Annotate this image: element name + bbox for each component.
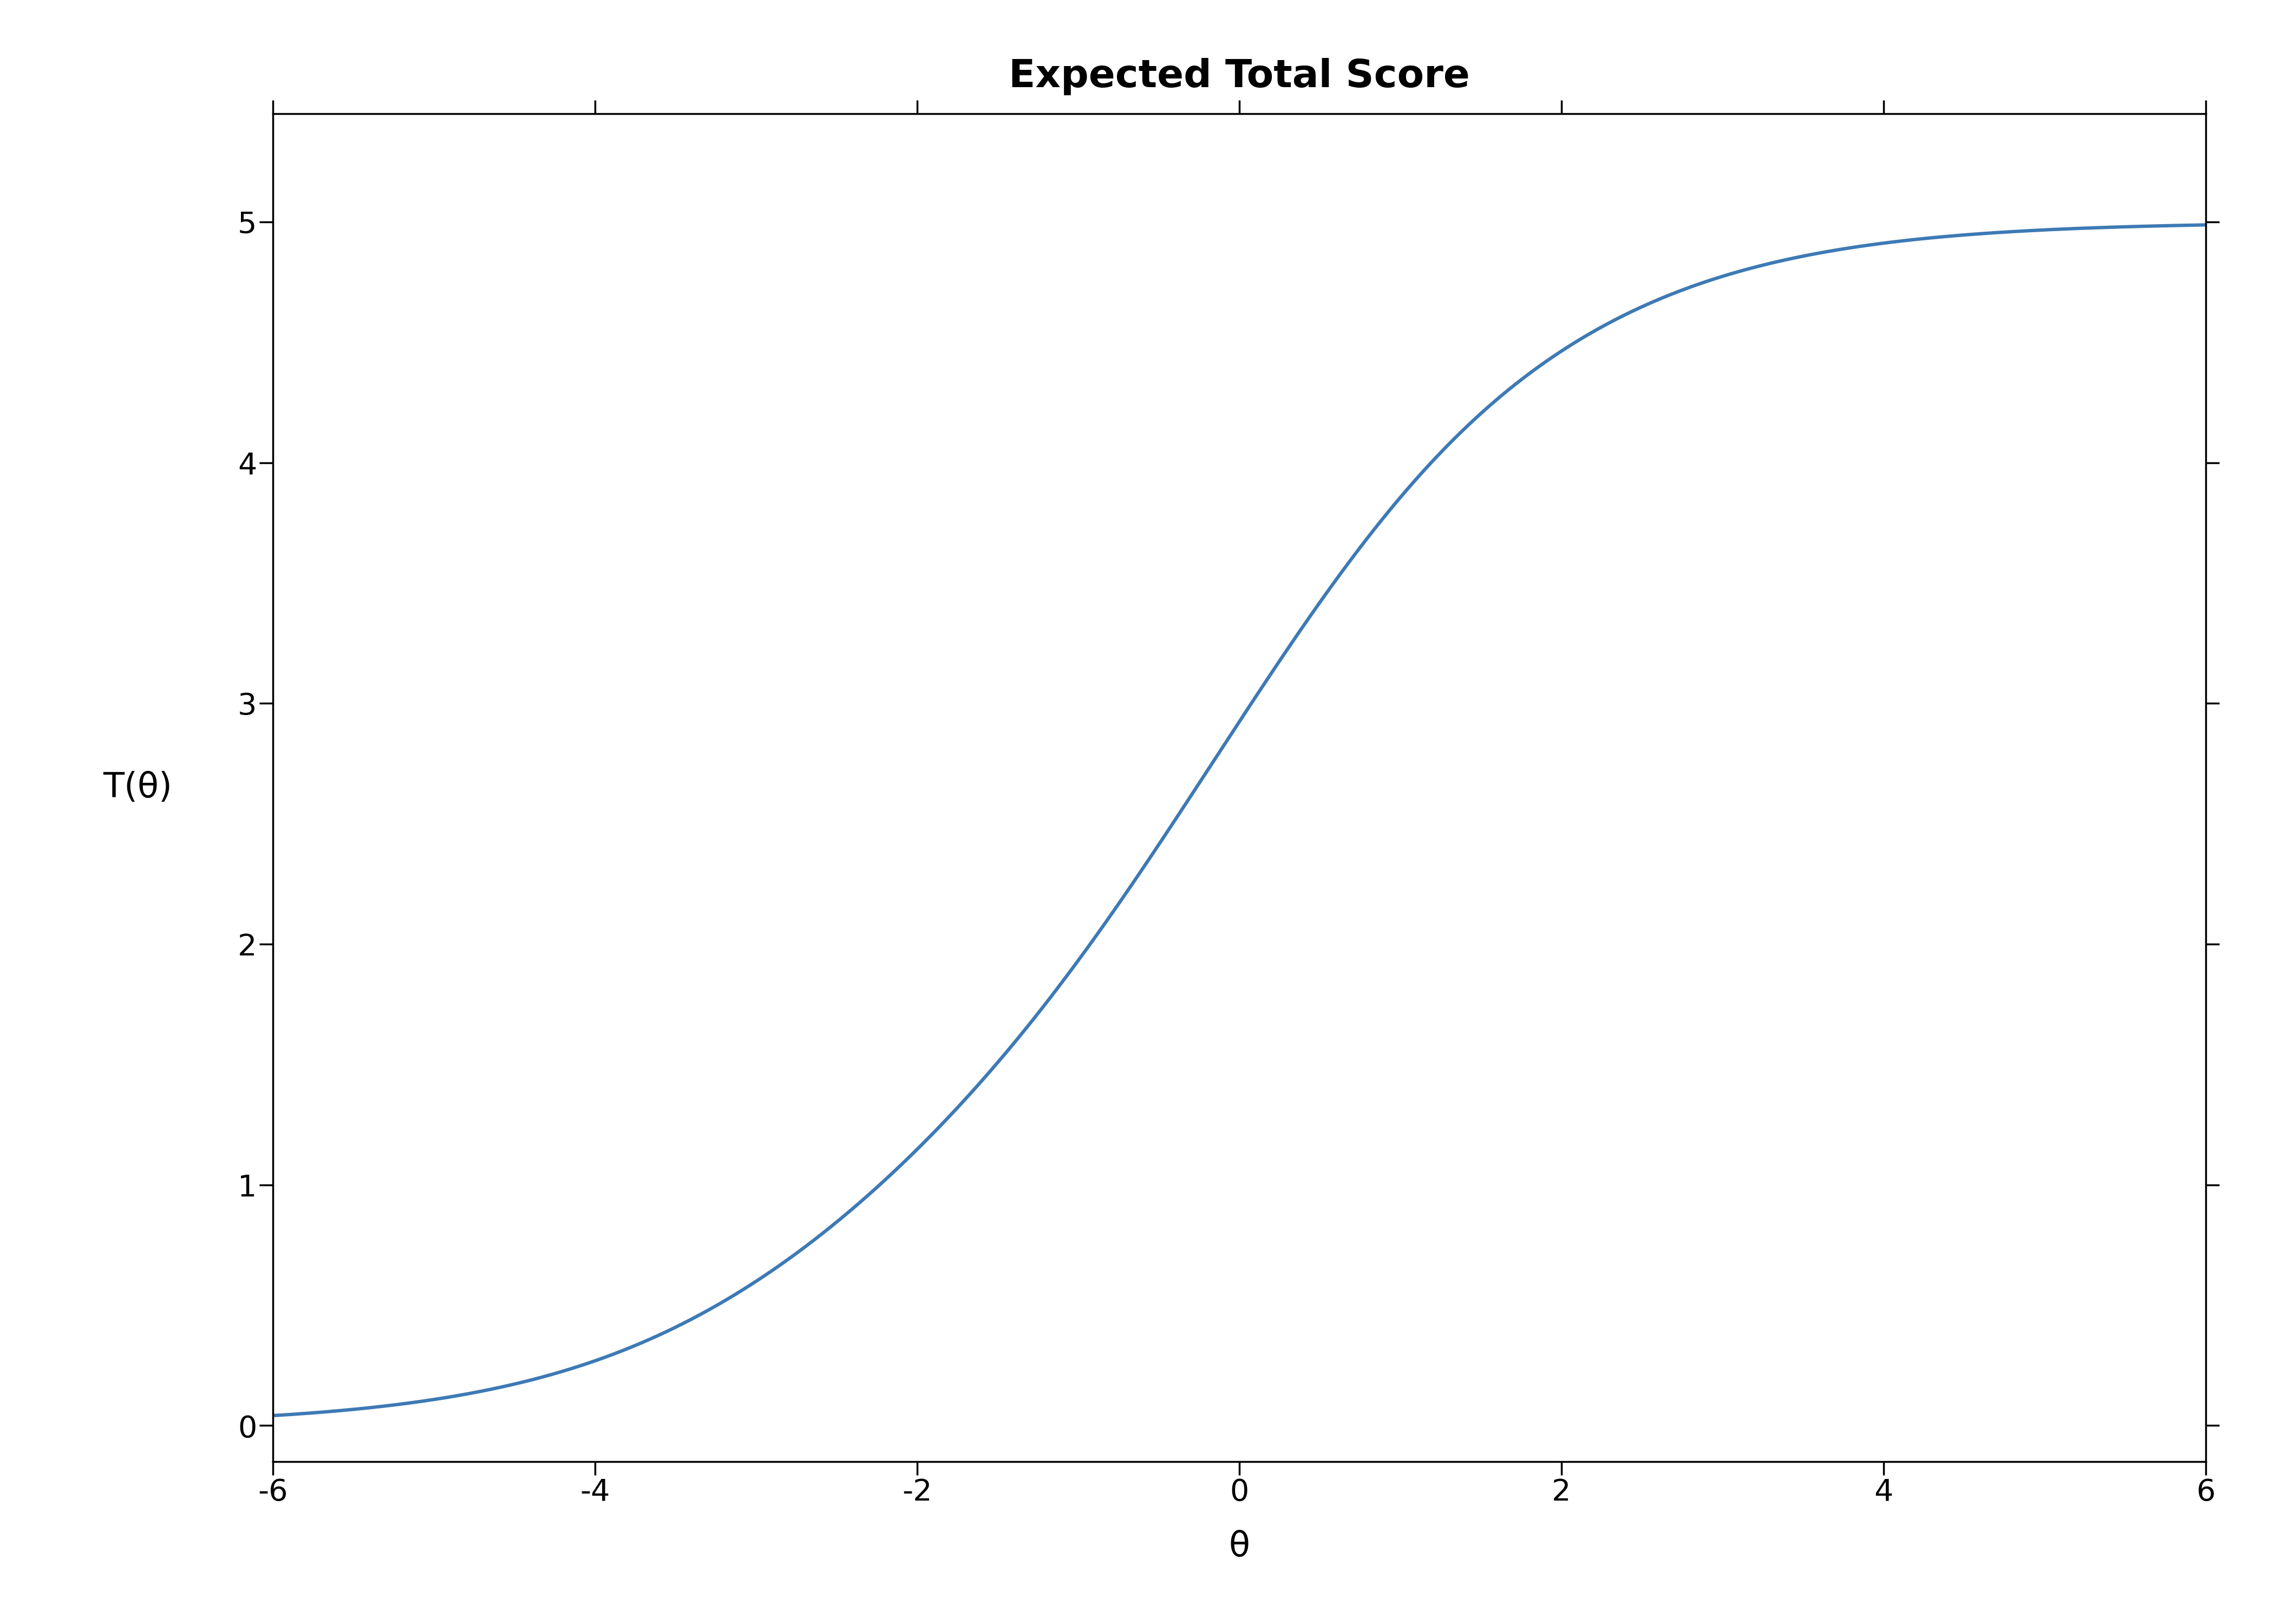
Y-axis label: T(θ): T(θ)	[102, 771, 173, 804]
Title: Expected Total Score: Expected Total Score	[1010, 58, 1469, 96]
X-axis label: θ: θ	[1228, 1530, 1251, 1564]
